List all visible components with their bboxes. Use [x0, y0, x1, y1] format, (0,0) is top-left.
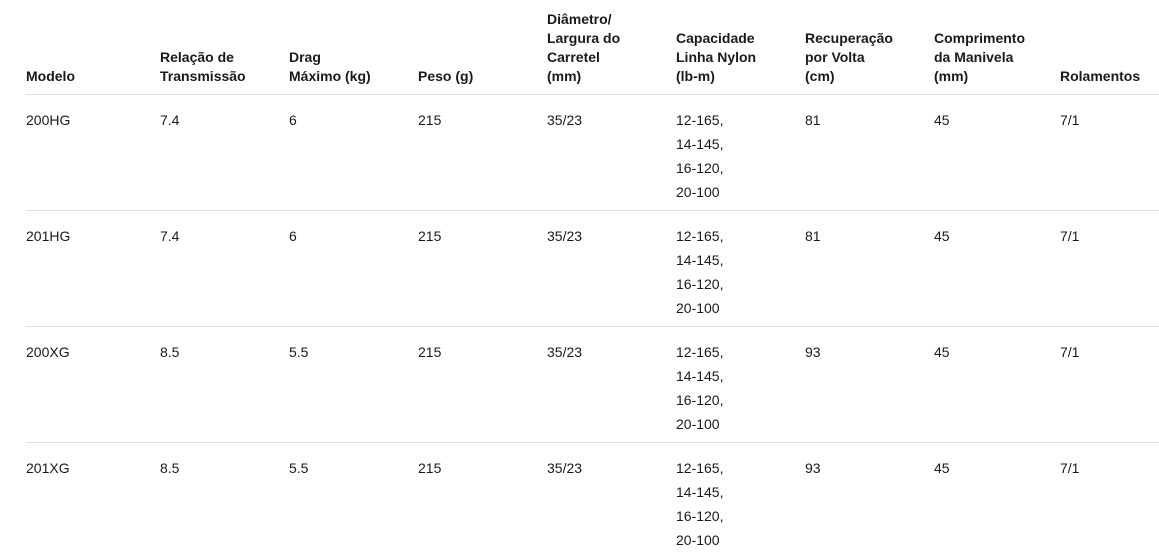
- column-header-capacity: Capacidade Linha Nylon (lb-m): [676, 5, 805, 95]
- cell-handle: 45: [934, 210, 1060, 327]
- column-header-model: Modelo: [26, 5, 160, 95]
- cell-weight: 215: [418, 442, 547, 555]
- cell-capacity: 12-165, 14-145, 16-120, 20-100: [676, 442, 805, 555]
- cell-weight: 215: [418, 210, 547, 327]
- cell-recovery: 81: [805, 210, 934, 327]
- table-row: 201XG 8.5 5.5 215 35/23 12-165, 14-145, …: [26, 442, 1159, 555]
- cell-model: 201HG: [26, 210, 160, 327]
- column-header-weight: Peso (g): [418, 5, 547, 95]
- cell-handle: 45: [934, 326, 1060, 443]
- reel-spec-table: Modelo Relação de Transmissão Drag Máxim…: [26, 5, 1159, 555]
- cell-gear-ratio: 8.5: [160, 326, 289, 443]
- cell-spool: 35/23: [547, 210, 676, 327]
- cell-handle: 45: [934, 94, 1060, 211]
- cell-max-drag: 5.5: [289, 442, 418, 555]
- table-body: 200HG 7.4 6 215 35/23 12-165, 14-145, 16…: [26, 94, 1159, 555]
- column-header-max-drag: Drag Máximo (kg): [289, 5, 418, 95]
- cell-max-drag: 5.5: [289, 326, 418, 443]
- cell-weight: 215: [418, 326, 547, 443]
- table-row: 200HG 7.4 6 215 35/23 12-165, 14-145, 16…: [26, 94, 1159, 211]
- cell-recovery: 81: [805, 94, 934, 211]
- cell-model: 201XG: [26, 442, 160, 555]
- table-row: 201HG 7.4 6 215 35/23 12-165, 14-145, 16…: [26, 210, 1159, 327]
- column-header-gear-ratio: Relação de Transmissão: [160, 5, 289, 95]
- cell-gear-ratio: 8.5: [160, 442, 289, 555]
- header-row: Modelo Relação de Transmissão Drag Máxim…: [26, 5, 1159, 95]
- cell-capacity: 12-165, 14-145, 16-120, 20-100: [676, 326, 805, 443]
- cell-bearings: 7/1: [1060, 326, 1159, 443]
- cell-bearings: 7/1: [1060, 94, 1159, 211]
- cell-bearings: 7/1: [1060, 442, 1159, 555]
- cell-spool: 35/23: [547, 326, 676, 443]
- cell-max-drag: 6: [289, 210, 418, 327]
- cell-model: 200XG: [26, 326, 160, 443]
- cell-bearings: 7/1: [1060, 210, 1159, 327]
- column-header-handle: Comprimento da Manivela (mm): [934, 5, 1060, 95]
- cell-capacity: 12-165, 14-145, 16-120, 20-100: [676, 210, 805, 327]
- cell-spool: 35/23: [547, 94, 676, 211]
- cell-weight: 215: [418, 94, 547, 211]
- cell-handle: 45: [934, 442, 1060, 555]
- cell-recovery: 93: [805, 326, 934, 443]
- cell-spool: 35/23: [547, 442, 676, 555]
- column-header-bearings: Rolamentos: [1060, 5, 1159, 95]
- cell-capacity: 12-165, 14-145, 16-120, 20-100: [676, 94, 805, 211]
- cell-gear-ratio: 7.4: [160, 210, 289, 327]
- column-header-recovery: Recuperação por Volta (cm): [805, 5, 934, 95]
- cell-max-drag: 6: [289, 94, 418, 211]
- cell-gear-ratio: 7.4: [160, 94, 289, 211]
- cell-model: 200HG: [26, 94, 160, 211]
- table-header: Modelo Relação de Transmissão Drag Máxim…: [26, 5, 1159, 95]
- table-row: 200XG 8.5 5.5 215 35/23 12-165, 14-145, …: [26, 326, 1159, 443]
- column-header-spool: Diâmetro/ Largura do Carretel (mm): [547, 5, 676, 95]
- cell-recovery: 93: [805, 442, 934, 555]
